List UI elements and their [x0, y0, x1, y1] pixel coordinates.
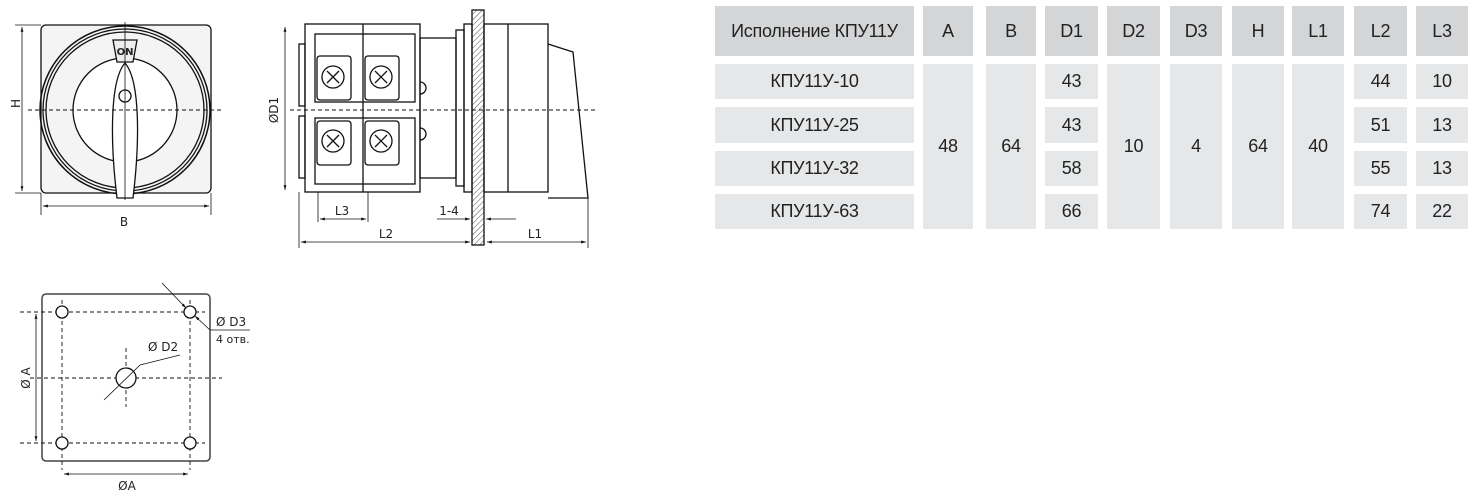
- d2-value: 10: [1107, 64, 1160, 229]
- header-d3: D3: [1170, 6, 1222, 56]
- d2-label: Ø D2: [148, 340, 178, 354]
- header-l1: L1: [1292, 6, 1344, 56]
- d1-value: 58: [1045, 151, 1098, 186]
- l3-value: 13: [1416, 151, 1468, 186]
- l2-label: L2: [379, 227, 393, 241]
- l1-label: L1: [528, 227, 542, 241]
- h-label: H: [9, 99, 23, 108]
- l2-value: 74: [1354, 194, 1407, 229]
- a-value: 48: [923, 64, 973, 229]
- b-label: B: [120, 215, 128, 229]
- d1-value: 43: [1045, 107, 1098, 143]
- terminal-screws: [316, 55, 400, 166]
- d1-value: 66: [1045, 194, 1098, 229]
- model-cell: КПУ11У-63: [715, 194, 914, 229]
- a-vertical-label: Ø A: [19, 366, 33, 388]
- header-d2: D2: [1107, 6, 1160, 56]
- mounting-view: Ø A ØA Ø D2 Ø D3 4 отв.: [19, 282, 250, 493]
- header-b: B: [986, 6, 1036, 56]
- l3-value: 10: [1416, 64, 1468, 99]
- panel: [471, 9, 485, 246]
- front-view: ON H B: [9, 22, 222, 229]
- model-cell: КПУ11У-32: [715, 151, 914, 186]
- a-horizontal-label: ØA: [118, 479, 136, 493]
- l2-value: 44: [1354, 64, 1407, 99]
- l3-value: 22: [1416, 194, 1468, 229]
- header-model: Исполнение КПУ11У: [715, 6, 914, 56]
- d1-value: 43: [1045, 64, 1098, 99]
- h-value: 64: [1232, 64, 1284, 229]
- l2-value: 55: [1354, 151, 1407, 186]
- technical-drawing: ON H B: [9, 9, 598, 493]
- l3-value: 13: [1416, 107, 1468, 143]
- d3-value: 4: [1170, 64, 1222, 229]
- l2-value: 51: [1354, 107, 1407, 143]
- header-l2: L2: [1354, 6, 1407, 56]
- l3-label: L3: [335, 204, 349, 218]
- side-view: ØD1 L3 1-4 L2 L1: [267, 9, 598, 248]
- l1-value: 40: [1292, 64, 1344, 229]
- hole-count-label: 4 отв.: [216, 333, 250, 346]
- header-d1: D1: [1045, 6, 1098, 56]
- panel-thickness-label: 1-4: [439, 204, 459, 218]
- header-l3: L3: [1416, 6, 1468, 56]
- header-h: H: [1232, 6, 1284, 56]
- model-cell: КПУ11У-25: [715, 107, 914, 143]
- d3-label: Ø D3: [216, 315, 246, 329]
- model-cell: КПУ11У-10: [715, 64, 914, 99]
- b-value: 64: [986, 64, 1036, 229]
- header-a: A: [923, 6, 973, 56]
- d1-label: ØD1: [267, 97, 281, 123]
